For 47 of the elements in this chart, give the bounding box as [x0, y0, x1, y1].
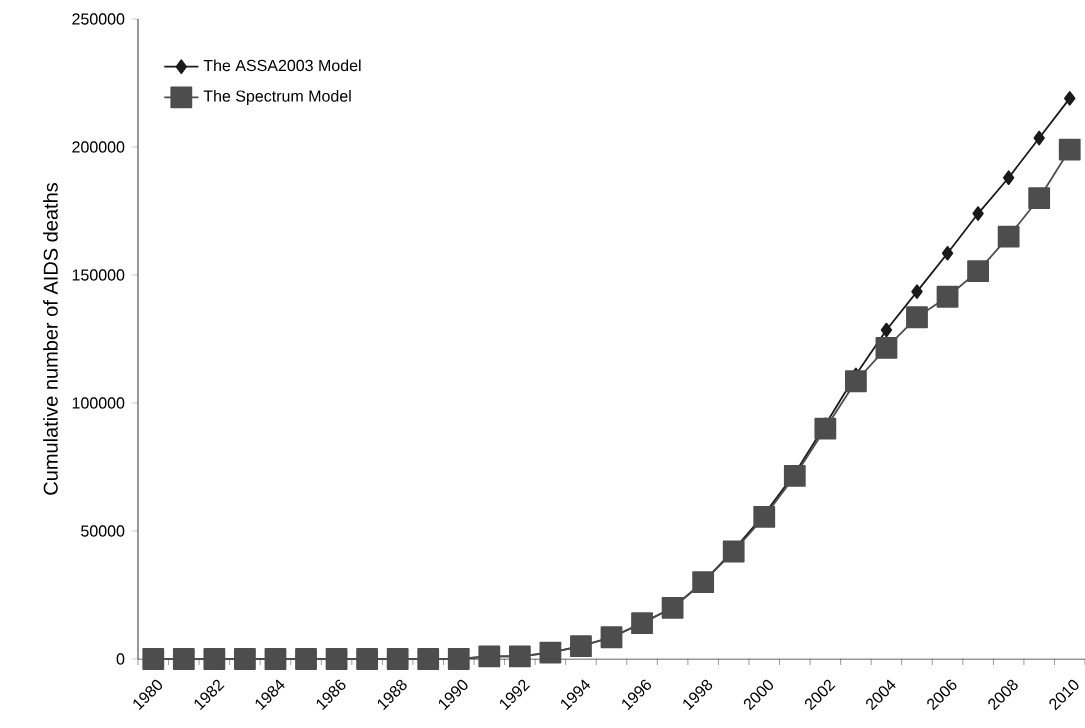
y-axis-title: Cumulative number of AIDS deaths	[43, 183, 58, 495]
point	[1064, 91, 1076, 106]
point	[631, 612, 653, 635]
point	[264, 648, 287, 670]
point	[911, 284, 923, 299]
point	[234, 648, 256, 670]
point	[692, 571, 715, 594]
point	[997, 225, 1020, 248]
y-tick-label: 200000	[72, 141, 125, 153]
point	[600, 626, 623, 649]
point	[325, 648, 348, 670]
point	[967, 260, 989, 283]
point	[386, 648, 409, 670]
point	[844, 370, 867, 393]
point	[142, 648, 165, 670]
point	[972, 206, 984, 221]
point	[1028, 187, 1051, 210]
point	[814, 417, 837, 440]
point	[941, 245, 954, 261]
point	[172, 648, 195, 670]
point	[753, 506, 776, 528]
point	[447, 648, 470, 670]
point	[539, 641, 562, 664]
point	[1033, 130, 1045, 146]
point	[203, 648, 226, 670]
point	[722, 540, 745, 563]
point	[936, 285, 959, 308]
point	[783, 465, 806, 487]
y-tick-label: 150000	[72, 269, 125, 281]
point	[1002, 170, 1015, 186]
point	[570, 635, 592, 658]
y-tick-label: 250000	[72, 13, 125, 25]
point	[356, 648, 379, 670]
legend-label: The Spectrum Model	[203, 89, 351, 105]
point	[906, 306, 928, 329]
point	[875, 337, 898, 359]
y-tick-label: 100000	[72, 397, 125, 409]
point	[880, 322, 893, 338]
y-tick-label: 0	[116, 653, 125, 665]
point	[661, 596, 684, 619]
point	[417, 648, 440, 670]
point	[1058, 138, 1081, 161]
point	[295, 648, 317, 670]
point	[478, 645, 501, 668]
legend-label: The ASSA2003 Model	[203, 59, 361, 72]
point	[508, 645, 531, 668]
y-tick-label: 50000	[81, 525, 125, 537]
